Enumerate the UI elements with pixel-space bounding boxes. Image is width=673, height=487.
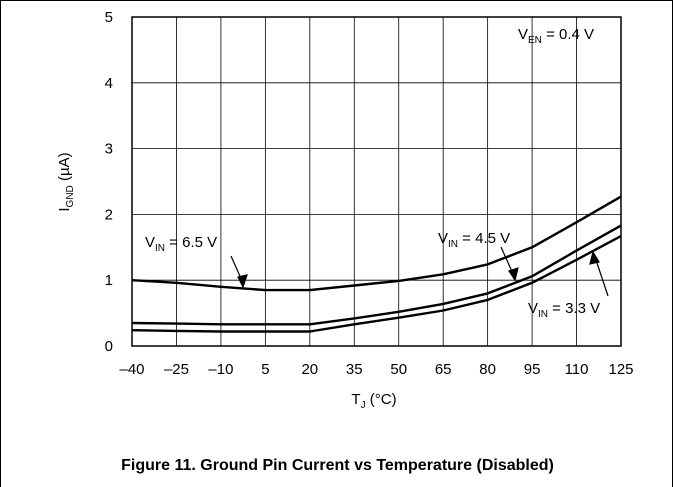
y-axis-label: IGND (µA)	[56, 152, 76, 211]
x-tick-label: 125	[608, 361, 633, 378]
x-tick-label: 35	[346, 361, 363, 378]
arrowhead-vin-3-3	[589, 250, 600, 265]
y-tick-label: 0	[105, 338, 113, 355]
arrowhead-vin-4-5	[508, 267, 519, 282]
x-tick-label: 110	[565, 361, 589, 378]
series-line-2	[131, 235, 622, 333]
x-tick-label: 65	[435, 361, 452, 378]
annotation-vin-3-3: VIN = 3.3 V	[528, 300, 600, 320]
y-tick-label: 5	[105, 9, 113, 26]
plot-area-frame	[131, 16, 622, 347]
y-tick-label: 3	[105, 141, 113, 158]
x-tick-label: –25	[164, 361, 189, 378]
x-tick-label: 80	[479, 361, 496, 378]
x-tick-label: 95	[524, 361, 541, 378]
annotation-ven: VEN = 0.4 V	[518, 26, 594, 46]
x-tick-label: –40	[119, 361, 144, 378]
x-tick-label: 5	[261, 361, 269, 378]
y-tick-labels: 0 1 2 3 4 5	[105, 9, 113, 355]
x-tick-labels: –40 –25 –10 5 20 35 50 65 80 95 110 125	[119, 361, 633, 378]
series-line-0	[131, 195, 622, 292]
y-tick-label: 2	[105, 206, 113, 223]
x-axis-label: TJ (°C)	[351, 391, 396, 411]
arrowhead-vin-6-5	[237, 274, 248, 289]
grid-lines	[131, 16, 622, 347]
y-tick-label: 4	[105, 75, 113, 92]
figure-caption: Figure 11. Ground Pin Current vs Tempera…	[121, 457, 554, 474]
x-tick-label: –10	[208, 361, 233, 378]
annotation-vin-4-5: VIN = 4.5 V	[438, 230, 510, 250]
x-tick-label: 20	[301, 361, 318, 378]
arrow-vin-3-3	[594, 256, 609, 297]
x-tick-label: 50	[390, 361, 407, 378]
line-chart: –40 –25 –10 5 20 35 50 65 80 95 110 125 0 1 2 3 4 5 TJ (…	[56, 9, 634, 411]
annotation-arrows	[230, 246, 609, 297]
series-lines	[131, 195, 622, 333]
annotation-vin-6-5: VIN = 6.5 V	[145, 234, 217, 254]
series-line-1	[131, 224, 622, 326]
y-tick-label: 1	[105, 272, 113, 289]
